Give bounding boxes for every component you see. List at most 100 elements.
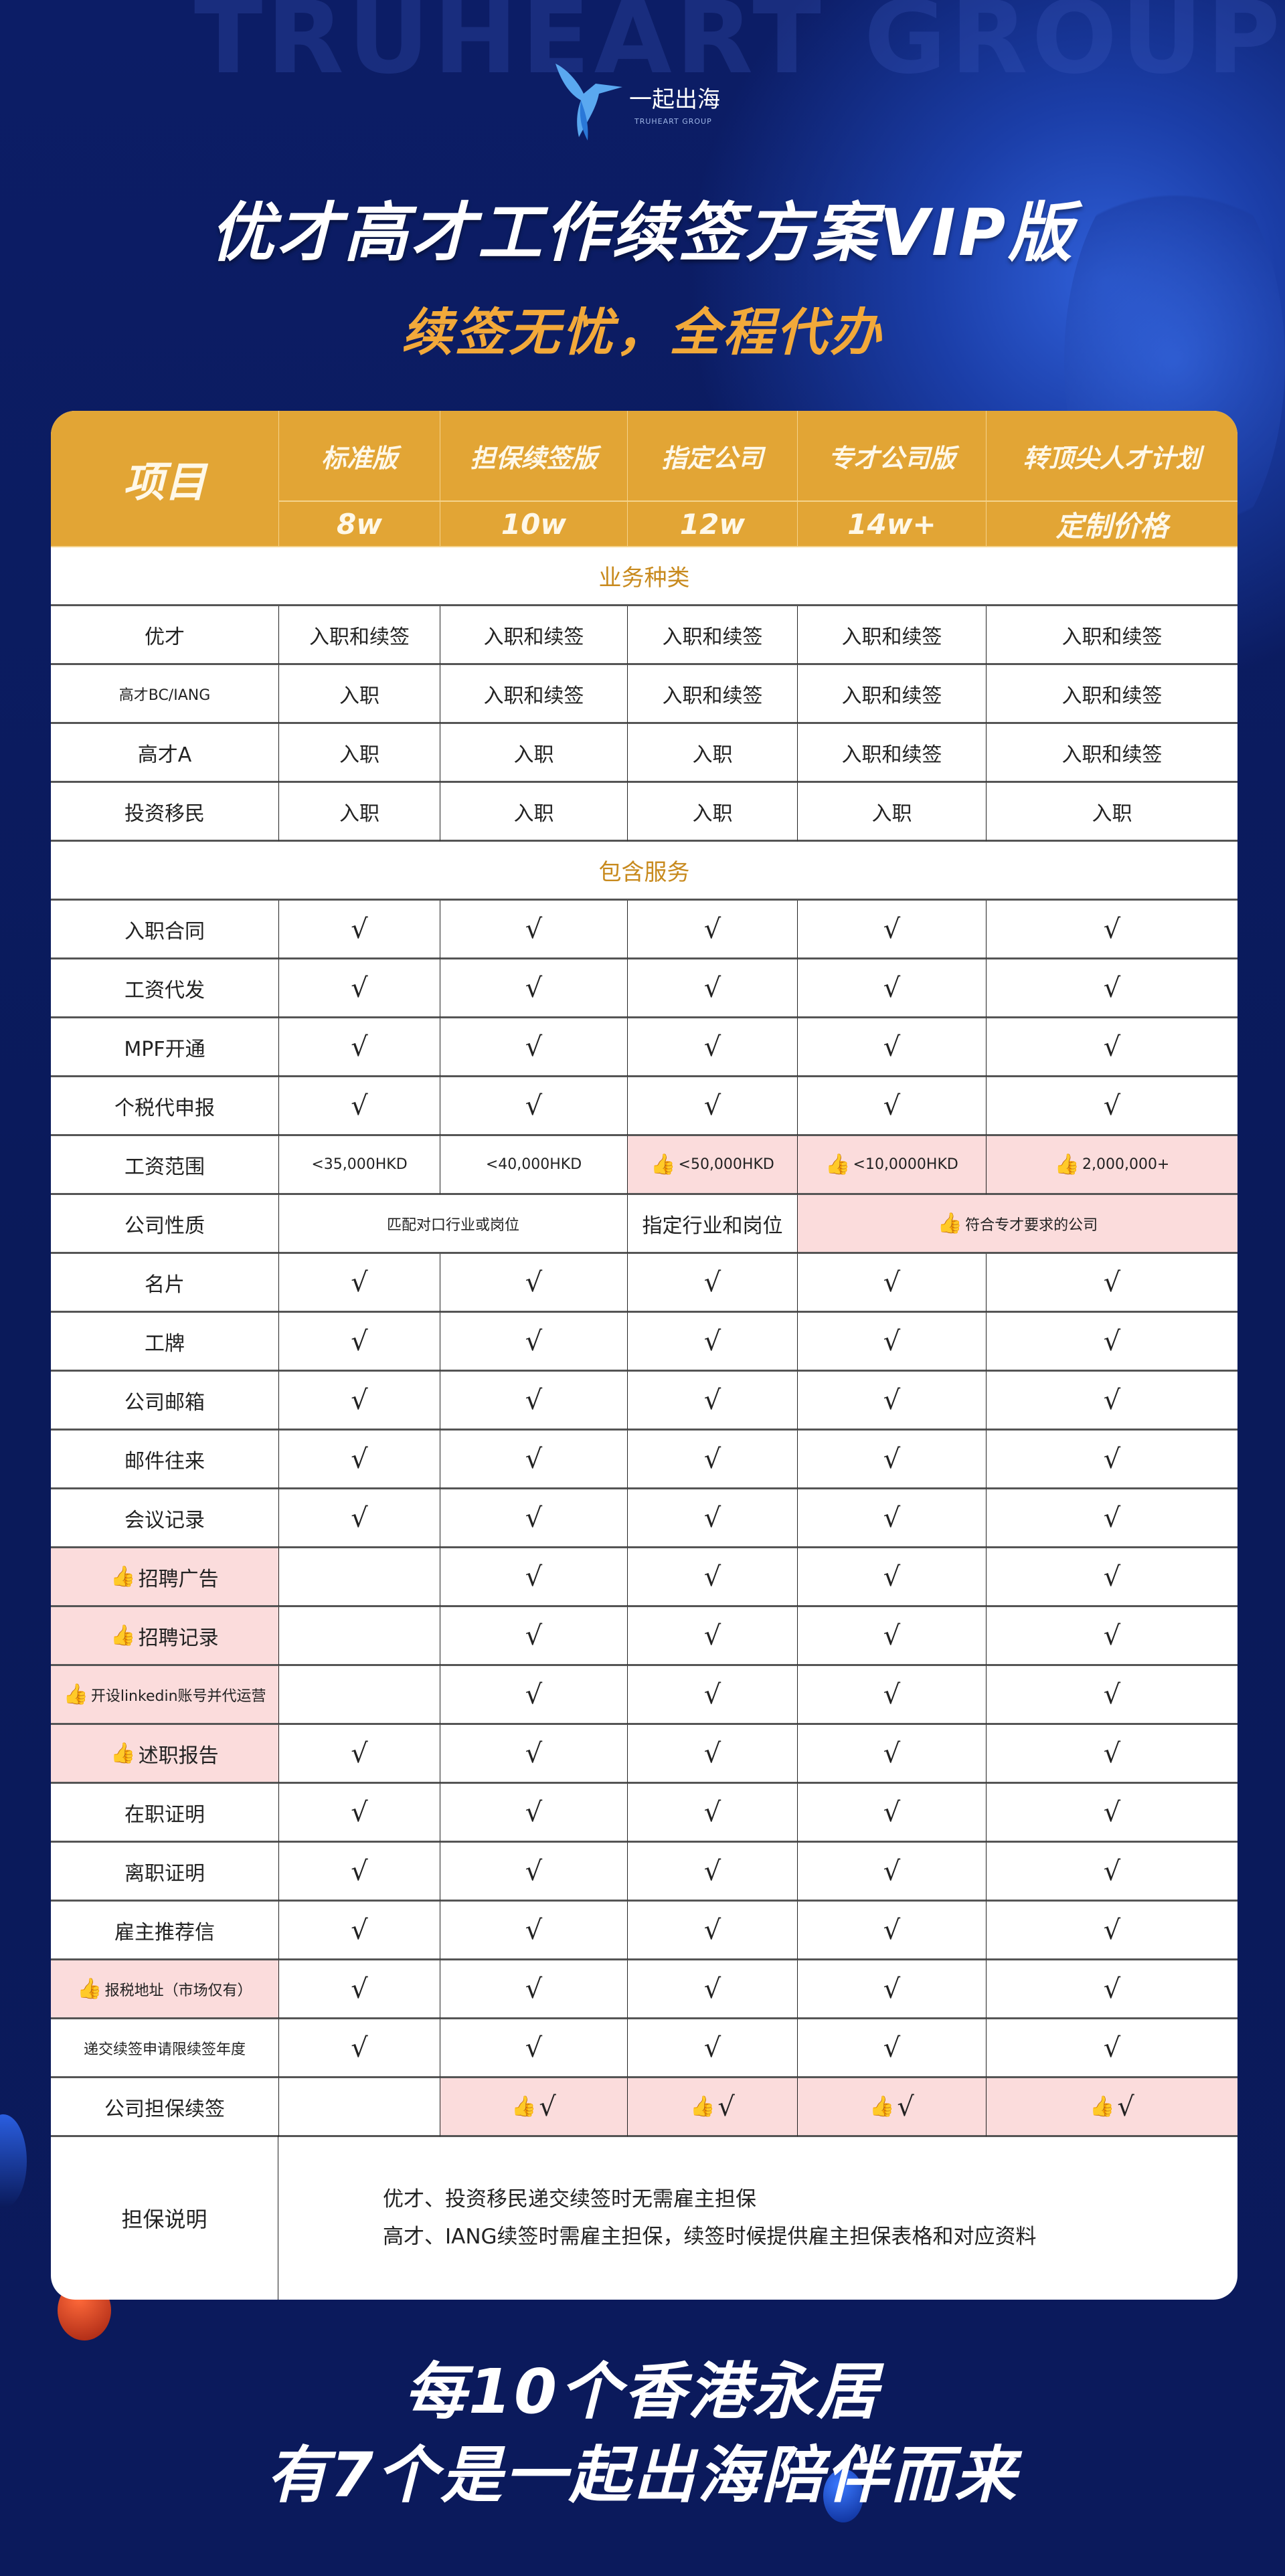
row-label-text: 离职证明 xyxy=(124,1861,205,1885)
check-cell: √ xyxy=(440,959,627,1018)
check-cell: √ xyxy=(627,1431,797,1489)
row-label-text: 入职合同 xyxy=(124,919,205,943)
check-cell: √ xyxy=(440,901,627,959)
check-cell: √ xyxy=(440,1902,627,1960)
check-cell: √ xyxy=(440,1372,627,1431)
check-cell: 👍 √ xyxy=(440,2078,627,2137)
page-subtitle: 续签无忧，全程代办 xyxy=(402,302,883,362)
row-label-text: 优才 xyxy=(145,625,185,649)
table-cell-text: 入职和续签 xyxy=(841,743,942,767)
check-cell: √ xyxy=(440,1018,627,1077)
check-cell: √ xyxy=(440,1666,627,1725)
table-cell-text: 入职和续签 xyxy=(841,625,942,649)
check-cell-text: √ xyxy=(703,1031,721,1063)
check-cell-text: √ xyxy=(883,2032,901,2063)
table-cell: 入职 xyxy=(627,783,797,842)
background-watermark: TRUHEART GROUP xyxy=(194,0,1284,96)
row-label-text: 投资移民 xyxy=(124,802,205,826)
row-label: 高才BC/IANG xyxy=(51,665,278,724)
check-cell-text: √ xyxy=(525,1325,543,1357)
check-cell-text: √ xyxy=(1103,1502,1121,1534)
row-label-text: 名片 xyxy=(145,1273,185,1297)
check-cell: √ xyxy=(797,1960,986,2019)
table-cell: 👍 符合专才要求的公司 xyxy=(797,1195,1237,1254)
check-cell-text: √ xyxy=(525,913,543,945)
check-cell: √ xyxy=(797,1489,986,1548)
check-cell-text: √ xyxy=(1117,2091,1134,2122)
row-label-text: 个税代申报 xyxy=(114,1096,215,1120)
check-cell-text: √ xyxy=(525,1384,543,1416)
table-cell: 入职和续签 xyxy=(986,665,1237,724)
table-cell-text: <40,000HKD xyxy=(485,1156,582,1173)
row-label-text: 高才BC/IANG xyxy=(118,686,211,704)
check-cell: √ xyxy=(627,1489,797,1548)
row-label: 公司性质 xyxy=(51,1195,278,1254)
row-label: 递交续签申请限续签年度 xyxy=(51,2019,278,2078)
check-cell-text: √ xyxy=(525,1502,543,1534)
check-cell: √ xyxy=(797,1607,986,1666)
row-label: 优才 xyxy=(51,606,278,665)
check-cell: √ xyxy=(627,1372,797,1431)
check-cell: √ xyxy=(986,1431,1237,1489)
check-cell: √ xyxy=(986,1843,1237,1902)
table-cell-text: 入职 xyxy=(513,743,554,767)
table-cell-text: 入职和续签 xyxy=(483,625,584,649)
guarantee-note-line: 高才、IANG续签时需雇主担保，续签时候提供雇主担保表格和对应资料 xyxy=(383,2224,1037,2249)
decor-ball xyxy=(823,2469,863,2522)
section-header: 包含服务 xyxy=(51,842,1237,901)
check-cell: √ xyxy=(440,1489,627,1548)
row-label: MPF开通 xyxy=(51,1018,278,1077)
row-label: 工资代发 xyxy=(51,959,278,1018)
check-cell: √ xyxy=(278,1372,440,1431)
corner-label: 项目 xyxy=(51,411,278,547)
table-cell-text: 入职 xyxy=(339,684,379,708)
check-cell: 👍 √ xyxy=(797,2078,986,2137)
check-cell-text: √ xyxy=(525,1914,543,1946)
check-cell-text: √ xyxy=(703,1443,721,1475)
check-cell: √ xyxy=(278,1902,440,1960)
check-cell-text: √ xyxy=(1103,1620,1121,1651)
hummingbird-icon xyxy=(555,64,622,141)
check-cell-text: √ xyxy=(703,2032,721,2063)
thumbs-up-icon: 👍 xyxy=(110,1565,136,1588)
row-label-text: MPF开通 xyxy=(124,1037,205,1061)
row-label: 在职证明 xyxy=(51,1784,278,1843)
row-label-text: 在职证明 xyxy=(124,1803,205,1827)
table-cell xyxy=(278,1666,440,1725)
check-cell-text: √ xyxy=(703,1267,721,1298)
check-cell-text: √ xyxy=(525,1973,543,2005)
check-cell: √ xyxy=(278,1960,440,2019)
plan-price: 10w xyxy=(440,502,627,547)
check-cell: √ xyxy=(986,1666,1237,1725)
check-cell-text: √ xyxy=(525,1090,543,1121)
table-cell-text: 入职 xyxy=(692,802,733,826)
check-cell-text: √ xyxy=(351,1031,368,1063)
check-cell: 👍 √ xyxy=(986,2078,1237,2137)
check-cell: √ xyxy=(797,1313,986,1372)
thumbs-up-icon: 👍 xyxy=(77,1977,102,2001)
table-cell-text: <50,000HKD xyxy=(678,1156,774,1173)
table-cell: 入职和续签 xyxy=(278,606,440,665)
check-cell-text: √ xyxy=(1103,1973,1121,2005)
table-cell: 指定行业和岗位 xyxy=(627,1195,797,1254)
check-cell: √ xyxy=(797,901,986,959)
row-label: 工资范围 xyxy=(51,1136,278,1195)
row-label-text: 雇主推荐信 xyxy=(114,1920,215,1944)
thumbs-up-icon: 👍 xyxy=(690,2095,715,2118)
check-cell-text: √ xyxy=(703,1325,721,1357)
check-cell-text: √ xyxy=(703,1090,721,1121)
check-cell: √ xyxy=(440,1254,627,1313)
table-cell-text: 入职 xyxy=(692,743,733,767)
check-cell-text: √ xyxy=(539,2091,556,2122)
row-label: 邮件往来 xyxy=(51,1431,278,1489)
guarantee-note-row: 担保说明 优才、投资移民递交续签时无需雇主担保 高才、IANG续签时需雇主担保，… xyxy=(51,2136,1237,2300)
check-cell-text: √ xyxy=(351,972,368,1004)
plan-name: 担保续签版 xyxy=(440,411,627,502)
check-cell-text: √ xyxy=(883,1620,901,1651)
check-cell-text: √ xyxy=(525,1738,543,1769)
check-cell: √ xyxy=(440,1548,627,1607)
check-cell: √ xyxy=(278,2019,440,2078)
check-cell-text: √ xyxy=(703,1679,721,1710)
plan-name: 标准版 xyxy=(278,411,440,502)
logo-name: 一起出海 xyxy=(629,86,720,113)
